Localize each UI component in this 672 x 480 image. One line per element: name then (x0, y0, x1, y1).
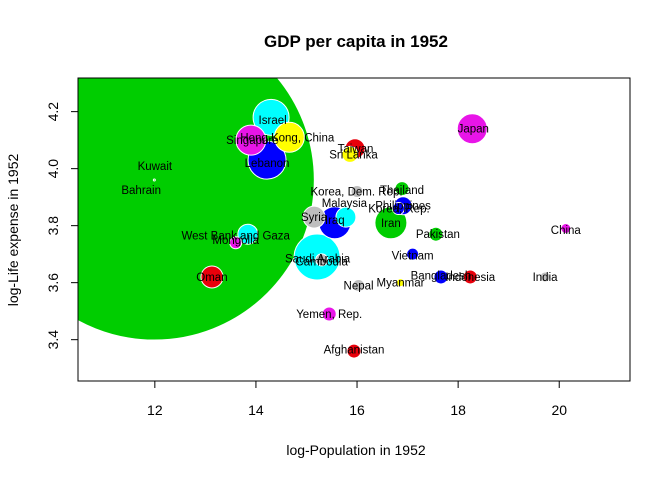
point-label: Iraq (325, 215, 345, 227)
data-point (315, 253, 329, 267)
point-label: Saudi Arabia (285, 253, 351, 265)
x-tick-label: 12 (147, 402, 163, 418)
data-point (391, 202, 405, 216)
data-point (346, 343, 362, 359)
point-label: Bangladesh (411, 271, 472, 283)
data-point (235, 124, 267, 156)
x-axis: 12 14 16 18 20 (147, 380, 567, 418)
point-label: Syria (301, 212, 328, 224)
point-label: Indonesia (445, 272, 495, 284)
point-label: Kuwait (138, 161, 173, 173)
data-point (341, 145, 359, 163)
point-label: Mongolia (212, 235, 259, 247)
point-label: Japan (458, 124, 489, 136)
y-axis: 3.4 3.6 3.8 4.0 4.2 (45, 102, 79, 350)
data-point (539, 271, 551, 283)
data-point (396, 278, 406, 288)
data-point (273, 121, 305, 153)
point-label: Afghanistan (324, 345, 385, 357)
data-point (321, 306, 337, 322)
point-label: Vietnam (392, 251, 434, 263)
point-label: India (533, 272, 559, 284)
point-label: Pakistan (416, 229, 460, 241)
point-label: Singapore (226, 135, 278, 147)
point-label: Korea, Dem. Rep. (311, 186, 403, 198)
point-label: Myanmar (377, 278, 425, 290)
y-tick-label: 3.4 (45, 330, 61, 350)
data-point (200, 265, 224, 289)
x-tick-label: 18 (450, 402, 466, 418)
chart-title: GDP per capita in 1952 (264, 32, 448, 51)
data-point (406, 247, 420, 261)
data-point (237, 223, 259, 245)
point-label: Taiwan (338, 144, 374, 156)
x-axis-label: log-Population in 1952 (286, 442, 426, 458)
data-point (433, 269, 449, 285)
x-tick-label: 16 (349, 402, 365, 418)
point-label: Nepal (344, 281, 374, 293)
x-tick-label: 14 (248, 402, 264, 418)
point-label: Lebanon (245, 158, 290, 170)
data-point (456, 113, 488, 145)
y-tick-label: 4.0 (45, 159, 61, 179)
x-tick-label: 20 (551, 402, 567, 418)
point-label: Cambodia (295, 256, 348, 268)
point-label: Hong Kong, China (240, 132, 335, 144)
data-point (335, 206, 357, 228)
point-label: Bahrain (121, 185, 161, 197)
data-point (229, 236, 243, 250)
point-label: West Bank and Gaza (181, 231, 290, 243)
labels-layer: Kuwait Bahrain Israel Hong Kong, ChinaSinga… (121, 115, 581, 356)
data-point (152, 178, 156, 182)
data-point (462, 269, 478, 285)
point-label: Thailand (380, 185, 424, 197)
point-label: Oman (196, 272, 227, 284)
point-label: China (551, 225, 582, 237)
point-label: Iran (381, 218, 401, 230)
points-layer (78, 78, 572, 359)
y-tick-label: 4.2 (45, 102, 61, 122)
point-label: Israel (259, 115, 287, 127)
point-label: Malaysia (322, 198, 368, 210)
data-point (394, 181, 410, 197)
data-point (302, 205, 326, 229)
y-tick-label: 3.8 (45, 216, 61, 236)
data-point (352, 279, 366, 293)
point-label: Philippines (375, 201, 431, 213)
data-point (350, 184, 364, 198)
y-axis-label: log-Life expense in 1952 (5, 154, 21, 307)
y-tick-label: 3.6 (45, 273, 61, 293)
point-label: Yemen, Rep. (296, 309, 362, 321)
point-label: Sri Lanka (329, 149, 378, 161)
data-point (560, 223, 572, 235)
data-point (428, 226, 444, 242)
point-label: Korea, Rep. (368, 204, 429, 216)
